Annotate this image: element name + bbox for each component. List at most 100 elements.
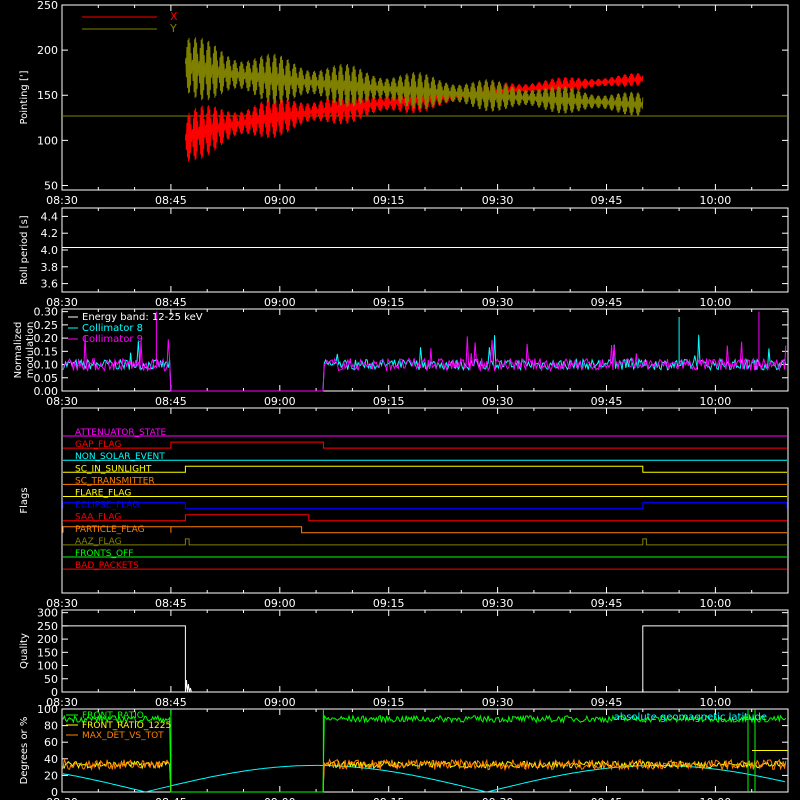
x-tick-label: 10:00 (700, 395, 732, 408)
flag-label: SC_TRANSMITTER (75, 476, 155, 486)
y-tick-label: 4.2 (41, 227, 59, 240)
x-tick-label: 09:15 (373, 296, 405, 309)
y-axis-label: Quality (19, 633, 30, 669)
y-axis-label: Normalized (13, 322, 24, 379)
legend-label: FRONT_RATIO (82, 711, 144, 721)
front-ratio-series (62, 713, 787, 793)
flag-line (63, 441, 787, 449)
pointing-series-x (184, 72, 644, 162)
y-tick-label: 100 (37, 134, 58, 147)
legend-label: X (170, 10, 178, 23)
x-tick-label: 08:30 (46, 696, 78, 709)
y-tick-label: 0.15 (34, 345, 59, 358)
x-tick-label: 08:30 (46, 296, 78, 309)
x-tick-label: 09:00 (264, 395, 296, 408)
x-tick-label: 08:45 (155, 296, 187, 309)
x-tick-label: 09:45 (591, 296, 623, 309)
y-tick-label: 150 (37, 646, 58, 659)
x-tick-label: 08:45 (155, 696, 187, 709)
flag-line (62, 526, 787, 534)
flag-label: NON_SOLAR_EVENT (75, 452, 165, 462)
x-tick-label: 10:00 (700, 597, 732, 610)
flag-label: FLARE_FLAG (75, 489, 131, 499)
y-tick-label: 4.4 (41, 210, 59, 223)
y-tick-label: 80 (44, 720, 58, 733)
y-tick-label: 250 (37, 620, 58, 633)
flag-label: PARTICLE_FLAG (75, 525, 145, 535)
quality-line (63, 625, 787, 693)
y-tick-label: 0.25 (34, 319, 59, 332)
x-tick-label: 09:30 (482, 597, 514, 610)
flag-label: AAZ_FLAG (75, 537, 122, 547)
x-tick-label: 08:45 (155, 597, 187, 610)
y-tick-label: 40 (44, 753, 58, 766)
y-axis-label: Flags (19, 487, 30, 513)
y-tick-label: 0.05 (34, 372, 59, 385)
y-tick-label: 3.8 (41, 261, 59, 274)
pointing-panel: 50 100 150 200 250 08:30 08:45 09:00 09:15 09:30 0… (19, 0, 789, 207)
x-tick-label: 09:30 (482, 194, 514, 207)
x-tick-label: 09:15 (373, 696, 405, 709)
x-tick-label: 09:00 (264, 597, 296, 610)
y-tick-label: 250 (37, 0, 58, 12)
y-tick-label: 150 (37, 89, 58, 102)
x-tick-label: 10:00 (700, 796, 732, 800)
legend-label: absolute geomagnetic latitude (614, 712, 767, 723)
x-tick-label: 09:15 (373, 597, 405, 610)
flag-line (63, 465, 787, 473)
legend-label: FRONT_RATIO_1225 (82, 721, 171, 731)
x-tick-label: 09:30 (482, 395, 514, 408)
y-tick-label: 0.10 (34, 359, 59, 372)
x-tick-label: 08:45 (155, 395, 187, 408)
plot-frame (61, 207, 789, 293)
x-tick-label: 09:00 (264, 696, 296, 709)
legend-label: Collimator 9 (82, 334, 143, 345)
y-tick-label: 60 (44, 736, 58, 749)
x-tick-label: 08:30 (46, 194, 78, 207)
x-tick-label: 09:45 (591, 395, 623, 408)
x-tick-label: 10:00 (700, 194, 732, 207)
x-tick-label: 10:00 (700, 696, 732, 709)
x-tick-label: 09:00 (264, 296, 296, 309)
x-tick-label: 09:15 (373, 796, 405, 800)
x-tick-label: 09:45 (591, 696, 623, 709)
x-tick-label: 09:45 (591, 597, 623, 610)
x-tick-label: 08:45 (155, 194, 187, 207)
y-tick-label: 200 (37, 44, 58, 57)
y-tick-label: 0.30 (34, 306, 59, 319)
x-tick-label: 09:30 (482, 296, 514, 309)
x-tick-label: 08:30 (46, 597, 78, 610)
y-tick-label: 200 (37, 633, 58, 646)
y-tick-label: 100 (37, 660, 58, 673)
flag-label: SAA_FLAG (75, 513, 121, 523)
y-axis-label: Degrees or % (19, 717, 30, 785)
legend-label: MAX_DET_VS_TOT (82, 731, 164, 741)
x-tick-label: 09:45 (591, 796, 623, 800)
flag-label: BAD_PACKETS (75, 561, 139, 571)
geomagnetic-latitude-series (62, 764, 786, 793)
flag-label: ECLIPSE_FLAG (75, 501, 139, 511)
x-tick-label: 09:45 (591, 194, 623, 207)
legend-label: Collimator 8 (82, 323, 143, 334)
x-tick-label: 09:30 (482, 696, 514, 709)
flag-label: FRONTS_OFF (75, 549, 133, 559)
y-tick-label: 0.20 (34, 332, 59, 345)
plot-frame (61, 609, 789, 693)
y-axis-label: modulation (25, 322, 36, 379)
legend-label: Energy band: 12-25 keV (82, 312, 203, 323)
x-tick-label: 08:45 (155, 796, 187, 800)
degrees-panel: 0 20 40 60 80 100 08:30 08:45 09:00 09:15 09:30 09:… (19, 703, 789, 800)
y-axis-label: Pointing ['] (19, 70, 30, 124)
flag-line (62, 502, 788, 510)
pointing-series-y (184, 37, 644, 116)
y-tick-label: 3.6 (41, 278, 59, 291)
y-tick-label: 20 (44, 769, 58, 782)
max-det-vs-tot-series (62, 757, 787, 793)
modulation-panel: 0.000.050.100.150.200.250.30 08:30 08:45 09… (13, 306, 789, 408)
y-tick-label: 4.0 (41, 244, 59, 257)
x-tick-label: 08:30 (46, 395, 78, 408)
flag-label: ATTENUATOR_STATE (75, 428, 167, 438)
x-tick-label: 08:30 (46, 796, 78, 800)
flag-label: SC_IN_SUNLIGHT (75, 464, 152, 474)
legend-label: Y (169, 22, 177, 35)
